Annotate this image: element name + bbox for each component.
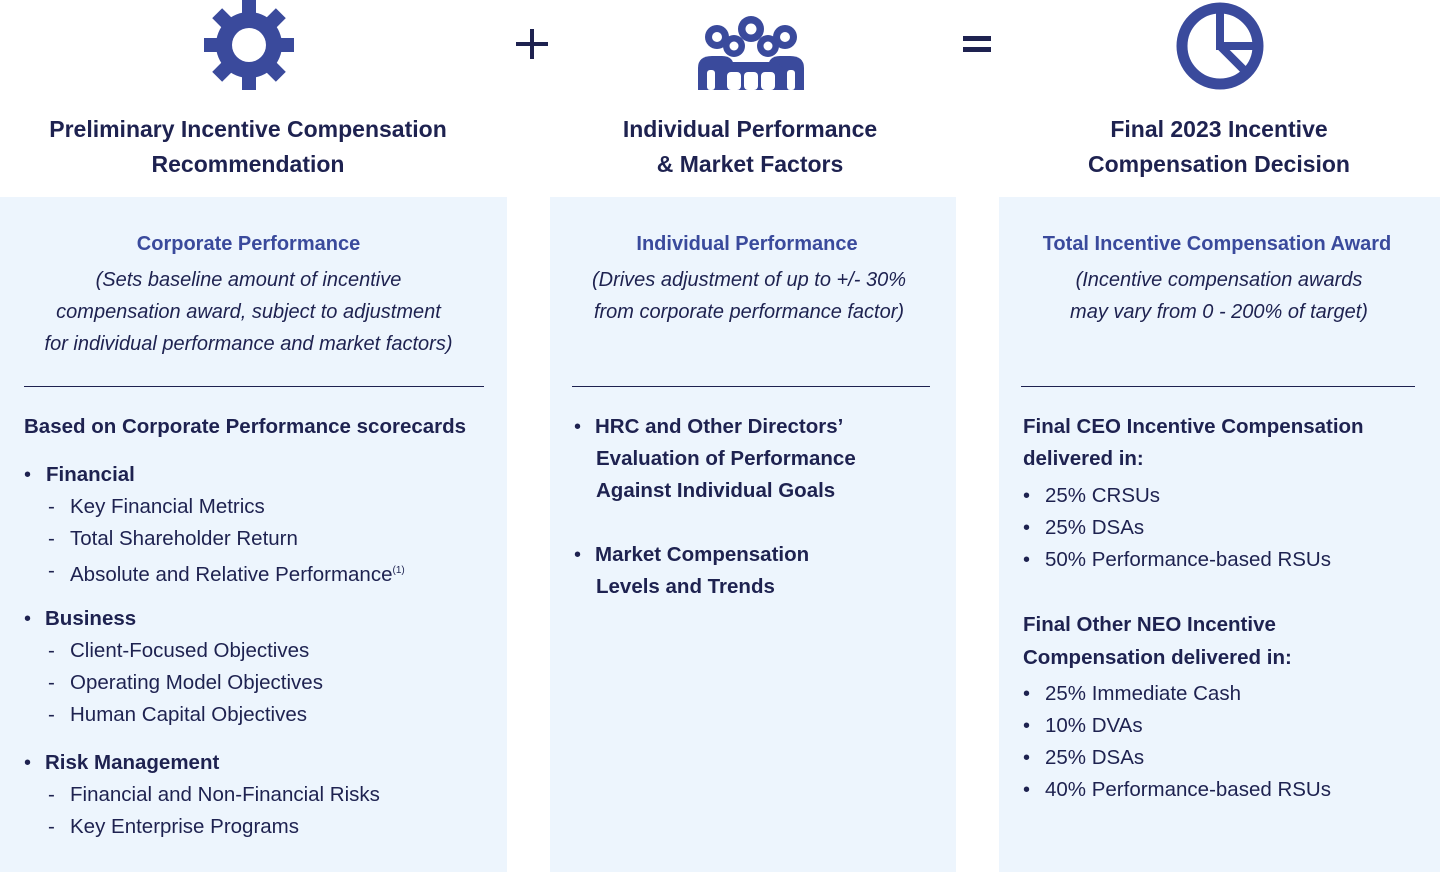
bullet-market-compensation: Market Compensation Levels and Trends <box>595 543 810 598</box>
list-item: Client-Focused Objectives <box>70 639 310 662</box>
bullet-dot: • <box>24 752 32 774</box>
panel-final <box>999 197 1440 872</box>
individual-note: (Drives adjustment of up to +/- 30% from… <box>591 269 907 323</box>
gear-icon <box>204 0 294 90</box>
list-item: 25% CRSUs <box>1045 484 1161 507</box>
dash: - <box>48 783 55 806</box>
dash: - <box>48 527 55 550</box>
column-3-title: Final 2023 Incentive Compensation Decisio… <box>1088 116 1350 177</box>
dash: - <box>48 559 55 582</box>
neo-heading: Final Other NEO Incentive Compensation d… <box>1023 613 1292 669</box>
divider-1 <box>24 386 484 387</box>
corporate-heading: Based on Corporate Performance scorecard… <box>24 415 467 438</box>
column-2-title: Individual Performance & Market Factors <box>622 116 878 177</box>
total-award-subtitle: Total Incentive Compensation Award <box>1042 233 1392 255</box>
individual-performance-subtitle: Individual Performance <box>636 233 858 255</box>
list-item: 40% Performance-based RSUs <box>1045 778 1331 801</box>
list-item: 10% DVAs <box>1045 714 1143 737</box>
dash: - <box>48 703 55 726</box>
bullet-dot: • <box>1023 715 1031 737</box>
list-item: Human Capital Objectives <box>70 703 307 726</box>
total-award-note: (Incentive compensation awards may vary … <box>1070 269 1368 323</box>
pie-chart-icon <box>1176 2 1264 90</box>
divider-2 <box>572 386 930 387</box>
group-business: Business <box>45 607 137 630</box>
bullet-hrc-evaluation: HRC and Other Directors’ Evaluation of P… <box>595 415 856 502</box>
bullet-dot: • <box>24 464 32 486</box>
dash: - <box>48 671 55 694</box>
dash: - <box>48 639 55 662</box>
people-group-icon <box>698 16 804 90</box>
bullet-dot: • <box>1023 683 1031 705</box>
corporate-note: (Sets baseline amount of incentive compe… <box>44 269 453 355</box>
bullet-dot: • <box>1023 485 1031 507</box>
bullet-dot: • <box>24 608 32 630</box>
list-item: 50% Performance-based RSUs <box>1045 548 1331 571</box>
list-item: Total Shareholder Return <box>70 527 298 550</box>
group-financial: Financial <box>46 463 135 486</box>
column-1-title: Preliminary Incentive Compensation Recomm… <box>49 116 447 177</box>
group-risk-management: Risk Management <box>45 751 220 774</box>
ceo-heading: Final CEO Incentive Compensation deliver… <box>1023 415 1364 470</box>
list-item: Key Enterprise Programs <box>70 815 300 838</box>
dash: - <box>48 815 55 838</box>
panel-individual <box>550 197 956 872</box>
panel-corporate <box>0 197 507 872</box>
list-item: Operating Model Objectives <box>70 671 323 694</box>
plus-operator <box>513 18 551 68</box>
bullet-dot: • <box>574 544 582 566</box>
list-item: Key Financial Metrics <box>70 495 265 518</box>
divider-3 <box>1021 386 1415 387</box>
bullet-dot: • <box>1023 549 1031 571</box>
list-item: 25% DSAs <box>1045 746 1145 769</box>
list-item: Financial and Non-Financial Risks <box>70 783 380 806</box>
bullet-dot: • <box>574 416 582 438</box>
bullet-dot: • <box>1023 779 1031 801</box>
list-item: 25% Immediate Cash <box>1045 682 1241 705</box>
footnote-marker: (1) <box>392 565 405 576</box>
list-item: 25% DSAs <box>1045 516 1145 539</box>
corporate-performance-subtitle: Corporate Performance <box>136 233 361 255</box>
dash: - <box>48 495 55 518</box>
bullet-dot: • <box>1023 517 1031 539</box>
equals-operator <box>958 18 996 68</box>
list-item: Absolute and Relative Performance(1) <box>70 562 405 586</box>
bullet-dot: • <box>1023 747 1031 769</box>
